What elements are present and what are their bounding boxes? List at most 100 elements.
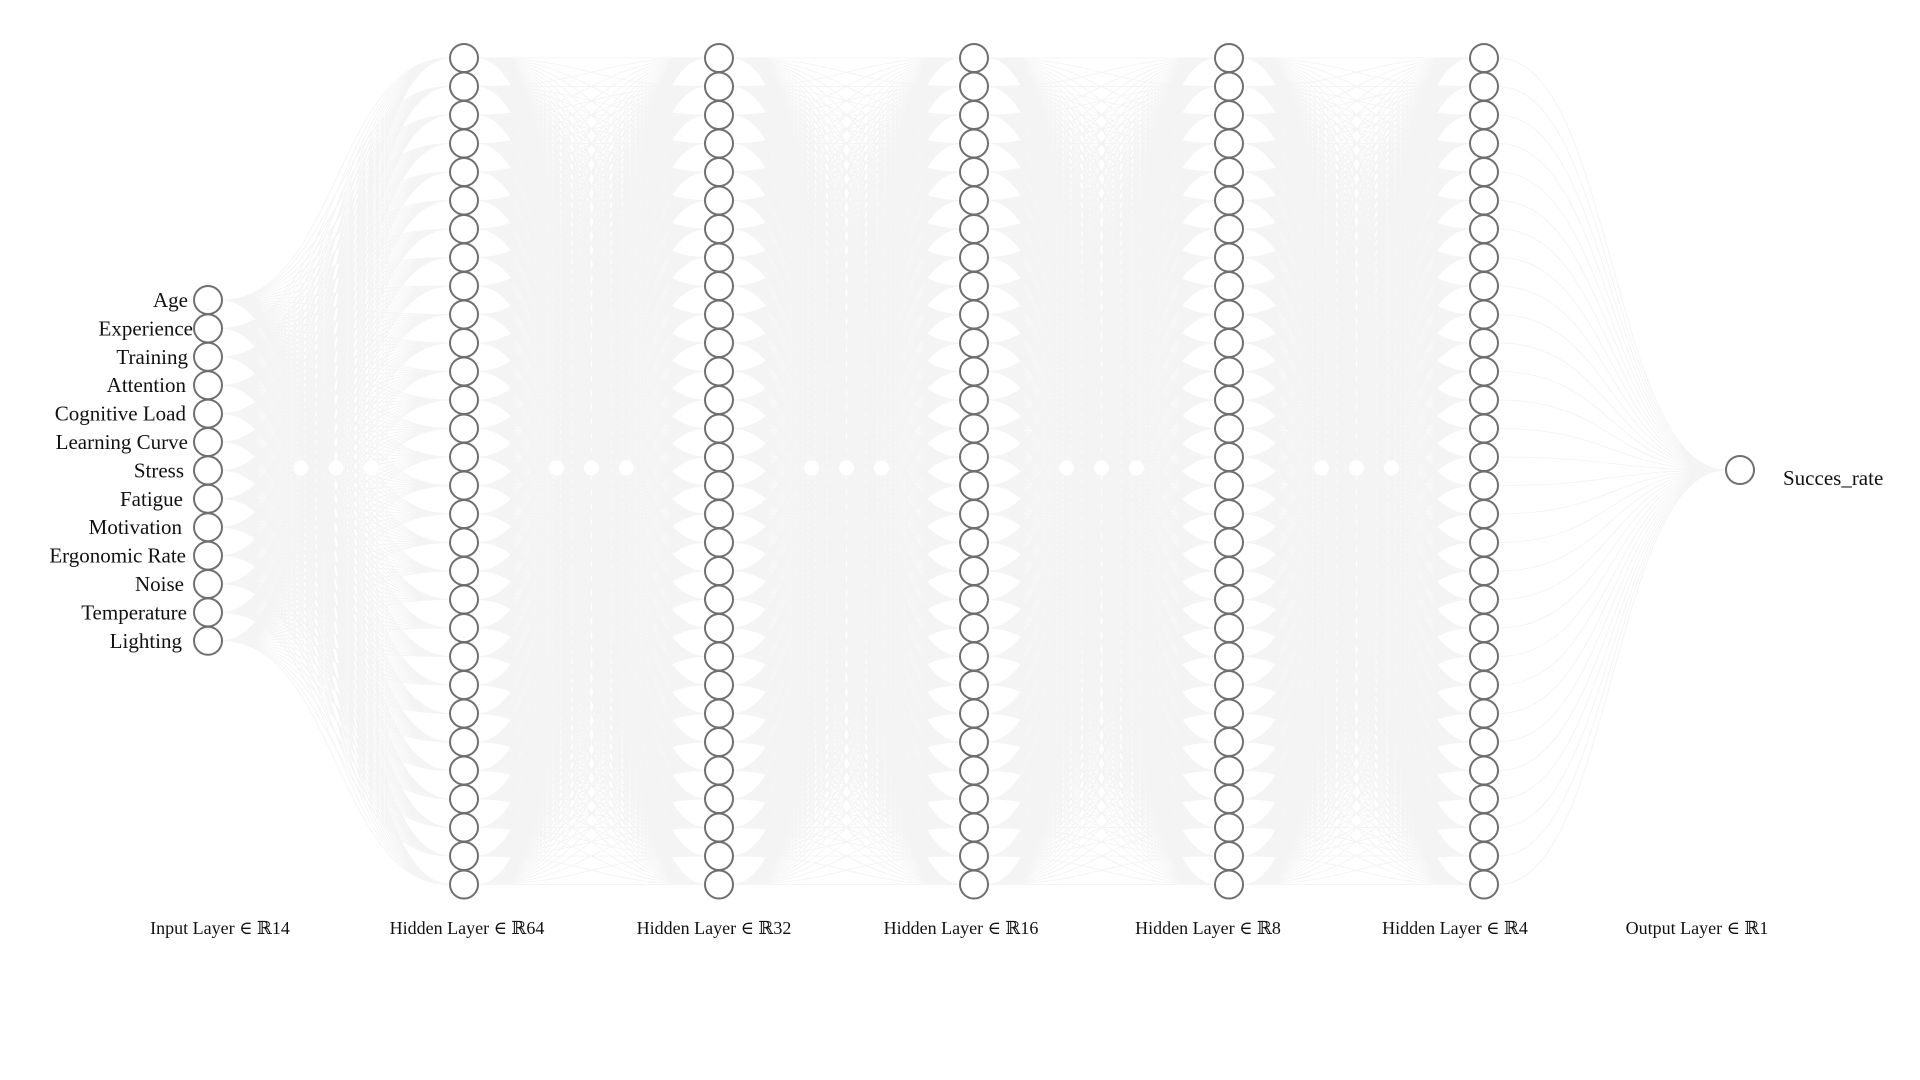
hidden-neuron	[1469, 812, 1499, 843]
hidden-neuron	[704, 755, 734, 786]
hidden-neuron	[704, 869, 734, 900]
hidden-neuron	[449, 784, 479, 814]
hidden-neuron	[1469, 698, 1499, 729]
hidden-neuron	[704, 328, 734, 358]
hidden-neuron	[959, 128, 989, 159]
hidden-neuron	[1469, 584, 1499, 615]
hidden-neuron	[1214, 470, 1244, 501]
hidden-neuron	[1214, 670, 1244, 700]
hidden-neuron	[1214, 43, 1244, 73]
hidden-neuron	[1214, 727, 1244, 757]
hidden-neuron	[959, 670, 989, 700]
hidden-neuron	[704, 670, 734, 700]
hidden-neuron	[1469, 442, 1499, 472]
hidden-neuron	[704, 71, 734, 102]
ellipsis-dot	[1384, 460, 1399, 476]
ellipsis-dot	[619, 460, 634, 476]
input-neuron	[193, 285, 223, 315]
input-neuron	[193, 540, 223, 571]
hidden-neuron	[704, 613, 734, 643]
input-feature-label: Ergonomic Rate	[49, 544, 186, 568]
hidden-neuron	[449, 214, 479, 244]
hidden-neuron	[704, 214, 734, 244]
hidden-neuron	[1214, 185, 1244, 216]
hidden-neuron	[1469, 100, 1499, 130]
hidden-neuron	[1214, 413, 1244, 444]
input-neuron	[193, 512, 223, 543]
hidden-neuron	[1214, 641, 1244, 672]
hidden-neuron	[1214, 71, 1244, 102]
layer-caption-hidden-64: Hidden Layer ∈ ℝ64	[390, 918, 545, 938]
hidden-neuron	[449, 385, 479, 415]
hidden-neuron	[449, 841, 479, 871]
hidden-neuron	[1469, 328, 1499, 358]
hidden-neuron	[1469, 214, 1499, 244]
hidden-neuron	[1214, 128, 1244, 159]
hidden-neuron	[1469, 128, 1499, 159]
hidden-neuron	[704, 299, 734, 330]
ellipsis-dot	[1314, 460, 1329, 476]
hidden-neuron	[959, 442, 989, 472]
hidden-neuron	[449, 356, 479, 387]
hidden-neuron	[959, 356, 989, 387]
hidden-neuron	[1469, 755, 1499, 786]
hidden-neuron	[704, 185, 734, 216]
layer-caption-hidden-16: Hidden Layer ∈ ℝ16	[884, 918, 1039, 938]
hidden-neuron	[449, 727, 479, 757]
hidden-neuron	[959, 641, 989, 672]
input-feature-label: Noise	[135, 572, 184, 596]
hidden-neuron	[959, 100, 989, 130]
hidden-neuron	[1469, 784, 1499, 814]
hidden-neuron	[1469, 841, 1499, 871]
input-neuron	[193, 398, 223, 429]
hidden-neuron	[704, 784, 734, 814]
hidden-neuron	[704, 100, 734, 130]
hidden-neuron	[1214, 356, 1244, 387]
input-neuron	[193, 341, 223, 372]
hidden-neuron	[959, 242, 989, 273]
ellipsis-dot	[293, 460, 309, 476]
hidden-neuron	[1214, 100, 1244, 130]
hidden-neuron	[1469, 869, 1499, 900]
hidden-neuron	[1469, 556, 1499, 586]
hidden-neuron	[449, 755, 479, 786]
hidden-neuron	[449, 413, 479, 444]
hidden-neuron	[449, 584, 479, 615]
input-feature-label: Age	[153, 288, 188, 312]
hidden-neuron	[449, 242, 479, 273]
hidden-neuron	[959, 185, 989, 216]
hidden-neuron	[1469, 527, 1499, 558]
hidden-neuron	[449, 185, 479, 216]
hidden-neuron	[959, 71, 989, 102]
hidden-neuron	[704, 157, 734, 187]
hidden-neuron	[1214, 812, 1244, 843]
hidden-neuron	[449, 442, 479, 472]
hidden-neuron	[959, 214, 989, 244]
layer-caption-output: Output Layer ∈ ℝ1	[1626, 918, 1769, 938]
hidden-neuron	[1469, 299, 1499, 330]
hidden-neuron	[704, 43, 734, 73]
input-neuron	[193, 455, 223, 486]
hidden-neuron	[1469, 470, 1499, 501]
hidden-neuron	[959, 869, 989, 900]
input-neuron	[193, 597, 223, 628]
hidden-neuron	[1469, 613, 1499, 643]
hidden-neuron	[1214, 784, 1244, 814]
hidden-neuron	[959, 841, 989, 871]
ellipsis-dot	[804, 460, 819, 476]
connections-layer-1-to-2	[477, 57, 706, 885]
ellipsis-dot	[1129, 460, 1144, 476]
hidden-neuron	[704, 698, 734, 729]
hidden-neuron	[959, 755, 989, 786]
input-neuron	[193, 625, 223, 656]
input-feature-label: Experience	[99, 316, 193, 340]
hidden-neuron	[1214, 841, 1244, 871]
hidden-neuron	[704, 442, 734, 472]
input-neuron	[193, 313, 223, 344]
hidden-neuron	[959, 613, 989, 643]
hidden-neuron	[449, 271, 479, 301]
hidden-neuron	[1469, 413, 1499, 444]
hidden-neuron	[704, 641, 734, 672]
input-feature-label: Fatigue	[120, 487, 183, 511]
